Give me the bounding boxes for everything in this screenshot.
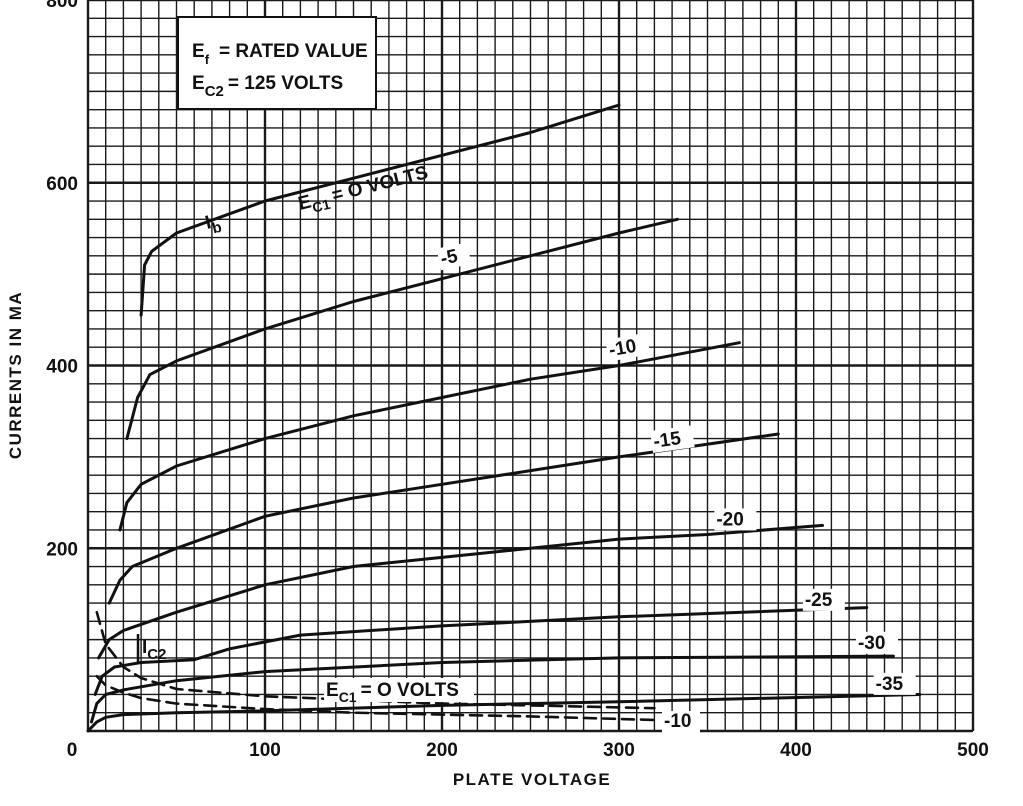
y-tick-label: 800 (46, 0, 78, 12)
plate-current-curve (118, 341, 741, 532)
curve-label-bg (714, 508, 757, 531)
ec1-zero-symbol: E (296, 191, 313, 214)
screen-current-curve (95, 674, 656, 722)
plate-current-curve (93, 606, 869, 696)
curve-label-bg (873, 672, 916, 695)
x-tick-label: 0 (67, 740, 78, 761)
info-line-2-symbol: E (192, 73, 205, 94)
plate-current-curve (90, 654, 895, 724)
x-tick-label: 400 (780, 740, 812, 761)
ic2-label-subscript: C2 (147, 646, 166, 663)
info-line-2-text: = 125 VOLTS (228, 73, 343, 94)
info-line-1-text: = RATED VALUE (219, 41, 368, 62)
y-tick-label: 400 (46, 357, 78, 378)
ib-label-subscript: b (210, 219, 223, 238)
ic2-ec1-zero-subscript: C1 (339, 689, 357, 705)
ec1-zero-text: = O VOLTS (330, 162, 431, 206)
curves: -5 -10 -15 -20 -25 -30 -35 (86, 103, 922, 733)
curve-label: -35 (876, 674, 904, 695)
ic2-ec1-zero-label-bg (324, 678, 474, 702)
y-tick-labels: 200 400 600 800 (46, 0, 78, 560)
ic2-label: IC2 (142, 637, 166, 663)
x-tick-labels: 0 100 200 300 400 500 (67, 740, 989, 761)
info-line-2: EC2 = 125 VOLTS (192, 73, 343, 100)
y-tick-label: 600 (46, 174, 78, 195)
curve-label: -30 (858, 633, 885, 654)
curve-label-bg (605, 332, 651, 362)
ic2-ec1-zero-volts-label: EC1 = O VOLTS (326, 680, 459, 705)
plate-current-curve (86, 693, 922, 733)
plate-current-curve (97, 523, 824, 660)
y-axis-title: CURRENTS IN MA (6, 291, 25, 459)
curve-label-bg (650, 425, 695, 453)
curve-label: -10 (607, 336, 638, 361)
ic2-minus10-label-bg (662, 711, 700, 733)
curve-label: -5 (439, 246, 460, 270)
x-tick-label: 200 (426, 740, 458, 761)
screen-current-curve (95, 610, 656, 710)
x-tick-label: 500 (957, 740, 989, 761)
ic2-ec1-zero-text: = O VOLTS (361, 680, 459, 701)
info-line-2-subscript: C2 (205, 83, 224, 100)
curve-label: -25 (805, 590, 833, 611)
curve-label-bg (802, 588, 845, 611)
x-tick-label: 100 (249, 740, 281, 761)
x-tick-label: 300 (603, 740, 635, 761)
grid (86, 0, 975, 733)
info-box-frame (177, 16, 377, 110)
plate-current-curve (125, 217, 679, 441)
plate-current-curve (107, 432, 780, 605)
plate-current-curve (139, 103, 621, 317)
info-line-1-subscript: f (205, 52, 210, 67)
annotations: Ib EC1= O VOLTS IC2 EC1 = O VOLTS -10 (136, 162, 700, 733)
curve-label: -15 (652, 428, 683, 453)
info-box: Ef = RATED VALUE EC2 = 125 VOLTS (177, 16, 377, 110)
x-axis-title: PLATE VOLTAGE (453, 770, 611, 789)
ic2-ec1-zero-symbol: E (326, 680, 339, 701)
curve-label-bg (855, 631, 898, 654)
ib-label: Ib (203, 210, 223, 239)
curve-label: -20 (716, 509, 743, 530)
ec1-zero-volts-label: EC1= O VOLTS (296, 162, 431, 218)
ic2-minus10-label: -10 (664, 711, 691, 732)
curve-label-bg (436, 242, 472, 271)
ec1-zero-subscript: C1 (311, 196, 332, 216)
info-line-1: Ef = RATED VALUE (192, 41, 368, 67)
y-tick-label: 200 (46, 539, 78, 560)
info-line-1-symbol: E (192, 41, 205, 62)
ib-label-symbol: I (203, 212, 213, 234)
ic2-label-symbol: I (142, 637, 147, 658)
